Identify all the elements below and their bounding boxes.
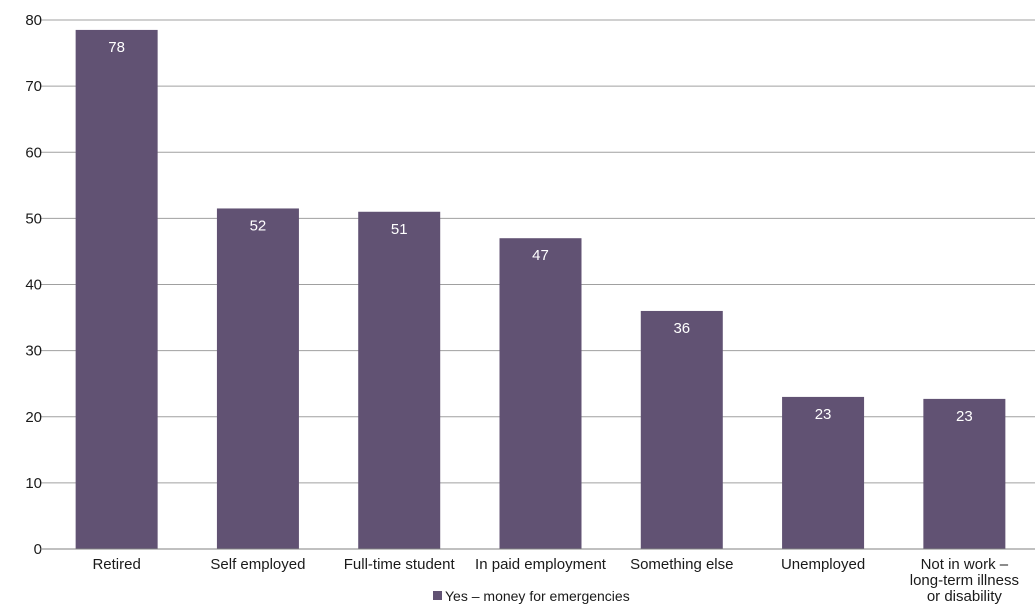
data-label: 47 [532,247,549,264]
y-axis-ticks: 0 10 20 30 40 50 60 70 80 [25,12,42,558]
data-label: 23 [956,408,973,425]
ytick-label: 60 [25,144,42,161]
ytick-label: 20 [25,409,42,426]
legend: Yes – money for emergencies [433,588,630,604]
data-labels: 78 52 51 47 36 23 23 [108,39,972,425]
category-label: Full-time student [344,556,456,573]
bar [216,208,299,550]
data-label: 36 [673,320,690,337]
data-label: 52 [250,217,267,234]
bar [358,211,441,549]
category-label: Not in work – long-term illness or disabil… [910,556,1019,605]
ytick-label: 10 [25,475,42,492]
data-label: 78 [108,39,125,56]
ytick-label: 50 [25,210,42,227]
bar [640,310,723,549]
bar [782,396,865,549]
category-label: Unemployed [781,556,865,573]
category-label: Self employed [210,556,305,573]
bars [75,29,1006,550]
ytick-label: 80 [25,12,42,29]
data-label: 23 [815,406,832,423]
data-label: 51 [391,221,408,238]
category-label: In paid employment [475,556,607,573]
bar [923,398,1006,549]
ytick-label: 0 [34,541,42,558]
ytick-label: 70 [25,78,42,95]
category-label: Something else [630,556,733,573]
ytick-label: 30 [25,343,42,360]
legend-label: Yes – money for emergencies [445,588,630,604]
category-label: Retired [92,556,140,573]
ytick-label: 40 [25,277,42,294]
bar [499,238,582,549]
legend-swatch [433,591,442,600]
x-axis-labels: Retired Self employed Full-time student In … [92,556,1019,605]
bar [75,29,158,549]
